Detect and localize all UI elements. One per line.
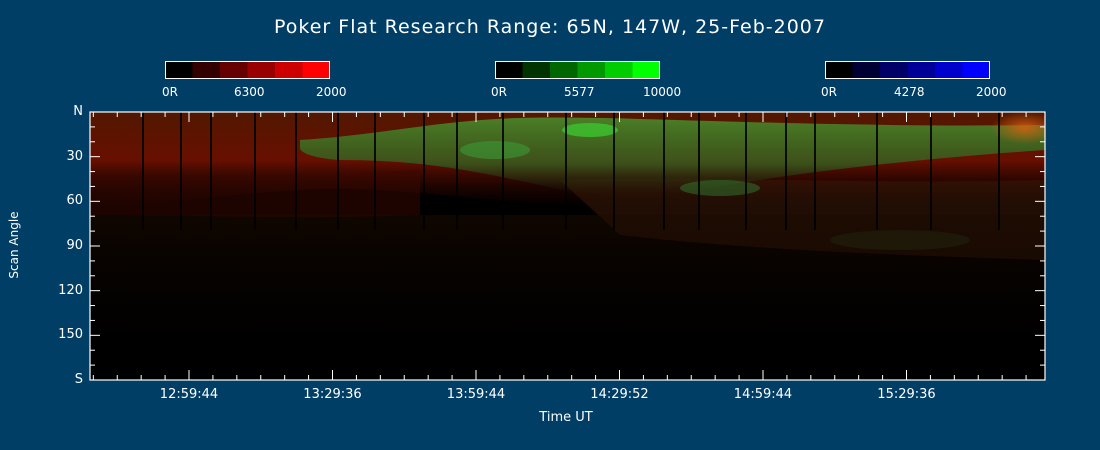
colorbar-6300-min-label: 0R bbox=[162, 85, 178, 99]
green-spot-center bbox=[460, 141, 530, 159]
keogram-image bbox=[90, 112, 1045, 380]
colorbar-5577-min-label: 0R bbox=[491, 85, 507, 99]
colorbar-frame bbox=[495, 61, 660, 79]
colorbar-step bbox=[962, 61, 990, 79]
green-bright-spot bbox=[562, 123, 618, 137]
green-spot-lower bbox=[680, 180, 760, 196]
colorbar-5577-gradient bbox=[495, 61, 660, 79]
colorbar-step bbox=[825, 61, 853, 79]
colorbar-step bbox=[605, 61, 633, 79]
colorbar-step bbox=[192, 61, 221, 79]
colorbar-step bbox=[220, 61, 248, 79]
colorbar-step bbox=[880, 61, 908, 79]
colorbar-step bbox=[550, 61, 578, 79]
x-tick-label: 15:29:36 bbox=[877, 387, 936, 402]
colorbar-step bbox=[302, 61, 330, 79]
data-gap-lines bbox=[142, 112, 1000, 230]
colorbar-step bbox=[632, 61, 660, 79]
y-tick-label: 120 bbox=[58, 282, 83, 298]
colorbar-6300-max-label: 2000 bbox=[316, 85, 347, 99]
colorbar-4278-max-label: 2000 bbox=[976, 85, 1007, 99]
x-tick-label: 14:29:52 bbox=[590, 387, 649, 402]
y-axis-label: Scan Angle bbox=[7, 211, 21, 279]
colorbar-6300 bbox=[165, 61, 330, 79]
colorbar-4278 bbox=[825, 61, 990, 79]
colorbar-5577-max-label: 10000 bbox=[643, 85, 682, 99]
x-ticks bbox=[92, 112, 1027, 380]
colorbar-step bbox=[852, 61, 881, 79]
colorbar-frame bbox=[165, 61, 330, 79]
colorbar-step bbox=[247, 61, 276, 79]
colorbar-6300-mid-label: 6300 bbox=[234, 85, 265, 99]
colorbar-step bbox=[275, 61, 303, 79]
y-ticks bbox=[90, 111, 1045, 381]
colorbar-5577 bbox=[495, 61, 660, 79]
x-tick-label: 12:59:44 bbox=[159, 387, 219, 402]
colorbar-step bbox=[935, 61, 963, 79]
colorbar-step bbox=[577, 61, 606, 79]
y-tick-label: 90 bbox=[66, 238, 83, 253]
colorbar-4278-min-label: 0R bbox=[821, 85, 837, 99]
y-tick-label: 30 bbox=[66, 148, 83, 164]
y-tick-label: 60 bbox=[66, 193, 83, 209]
x-tick-label: 14:59:44 bbox=[733, 387, 793, 402]
colorbar-step bbox=[522, 61, 551, 79]
colorbar-frame bbox=[825, 61, 990, 79]
orange-glow bbox=[990, 112, 1045, 144]
green-emission-band bbox=[300, 117, 1045, 196]
lower-dark-region bbox=[90, 215, 1045, 380]
x-axis-label: Time UT bbox=[539, 410, 593, 425]
y-tick-label: 150 bbox=[58, 327, 83, 343]
colorbar-6300-gradient bbox=[165, 61, 330, 79]
colorbar-4278-mid-label: 4278 bbox=[894, 85, 925, 99]
x-tick-label: 13:59:44 bbox=[446, 387, 506, 402]
colorbar-5577-mid-label: 5577 bbox=[564, 85, 595, 99]
colorbar-step bbox=[495, 61, 523, 79]
y-tick-label: S bbox=[74, 372, 83, 387]
y-tick-label: N bbox=[73, 104, 83, 119]
x-tick-label: 13:29:36 bbox=[303, 387, 362, 402]
colorbar-4278-gradient bbox=[825, 61, 990, 79]
chart-title: Poker Flat Research Range: 65N, 147W, 25… bbox=[274, 16, 826, 38]
colorbar-step bbox=[907, 61, 936, 79]
colorbar-step bbox=[165, 61, 193, 79]
